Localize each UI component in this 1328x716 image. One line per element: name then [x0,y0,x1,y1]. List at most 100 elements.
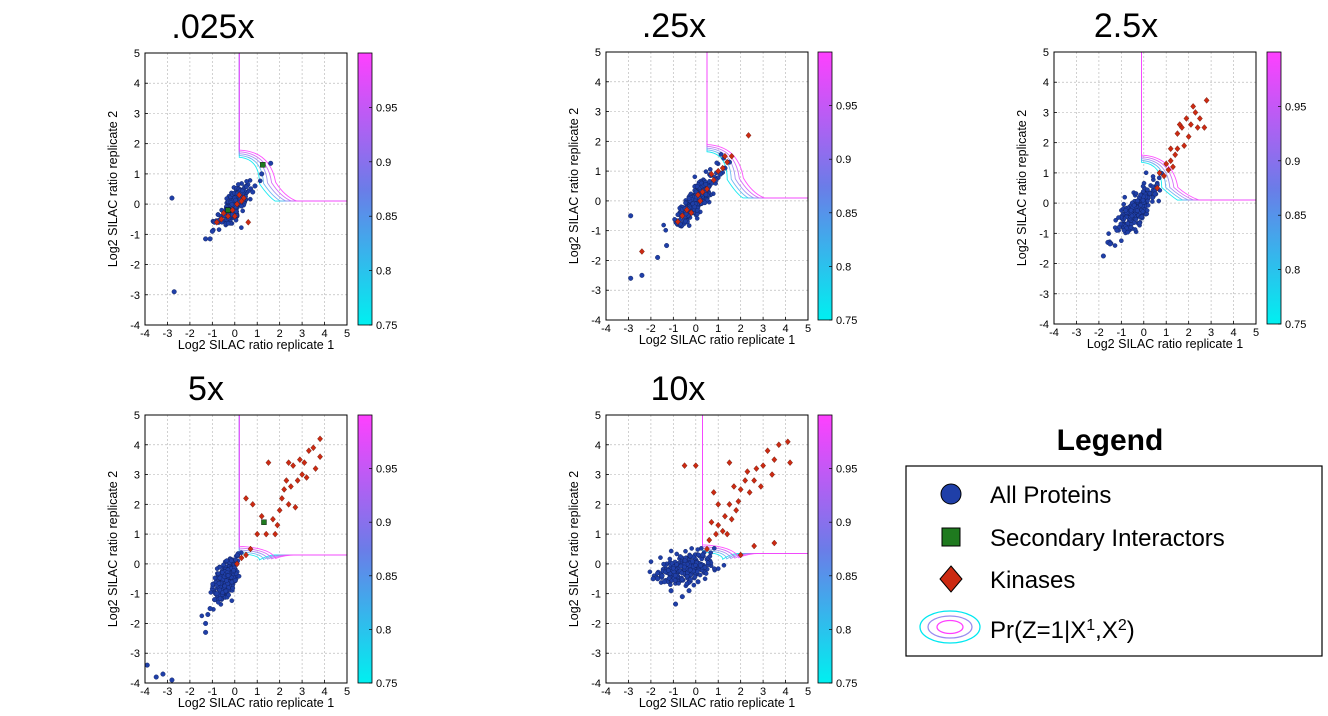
point-protein [239,203,244,209]
plot-frame [1053,51,1257,325]
point-protein [1145,187,1150,193]
point-kinase [247,545,254,553]
contour-line [238,53,347,202]
x-tick-label: 1 [254,686,260,698]
point-protein [1138,192,1143,198]
point-protein [1122,194,1128,200]
colorbar-tick-label: 0.9 [376,157,391,169]
legend-label-all-proteins: All Proteins [990,482,1111,509]
point-protein [239,225,244,230]
point-protein [1114,227,1120,233]
x-tick-label: 4 [321,686,327,698]
point-protein [1131,202,1137,208]
y-tick-label: 2 [595,136,601,148]
contour-line [1141,52,1256,201]
point-protein [661,561,666,567]
point-protein [217,575,223,581]
contour-line [706,52,808,199]
point-kinase [1201,124,1208,131]
x-tick-label: 5 [805,686,811,698]
colorbar [817,51,833,321]
point-kinase [1194,124,1201,131]
x-tick-label: 3 [1208,327,1214,339]
point-kinase [760,462,766,469]
point-kinase [733,506,740,514]
y-tick-label: 1 [134,529,140,541]
point-protein [661,579,667,585]
point-kinase [1161,172,1167,180]
legend-label-probability: Pr(Z=1|X1,X2) [990,617,1135,645]
y-tick-label: -3 [130,290,140,302]
point-kinase [229,206,236,214]
y-tick-label: 1 [595,529,601,541]
point-kinase [724,530,731,538]
colorbar-tick-label: 0.9 [1285,156,1300,168]
point-protein [705,560,711,566]
point-protein [203,620,209,626]
colorbar [1266,51,1282,325]
point-kinase [303,474,310,481]
point-protein [216,227,222,232]
point-protein [221,562,226,568]
point-protein [1150,199,1155,204]
point-kinase [715,167,722,175]
point-protein [1135,208,1140,213]
x-tick-label: 2 [738,686,744,698]
point-kinase [258,512,265,520]
point-protein [668,588,674,594]
x-tick-label: -1 [1116,327,1126,339]
point-kinase [728,152,735,160]
x-tick-label: -2 [185,686,195,698]
point-protein [628,213,634,219]
colorbar-tick-label: 0.8 [1285,265,1300,277]
colorbar-tick-label: 0.9 [376,517,391,529]
point-protein [686,588,692,594]
contour-line [706,52,808,199]
point-protein [679,570,685,576]
panel-title: 2.5x [1094,7,1158,45]
x-tick-label: -4 [601,323,611,335]
point-protein [692,574,698,580]
point-protein [229,598,235,603]
y-tick-label: 2 [134,139,140,151]
point-kinase [753,465,760,472]
colorbar-tick-label: 0.95 [836,464,857,476]
point-protein [1125,229,1131,235]
point-kinase [272,530,279,538]
point-kinase [281,486,288,493]
x-tick-label: -3 [163,686,173,698]
legend-title: Legend [1057,424,1164,457]
x-tick-label: 0 [232,686,238,698]
legend-box [905,465,1323,657]
point-kinase [238,197,245,205]
legend-label-secondary-interactors: Secondary Interactors [990,525,1225,552]
point-protein [1137,220,1142,226]
y-tick-label: 3 [134,470,140,482]
point-protein [688,567,693,573]
x-tick-label: 1 [715,686,721,698]
point-protein [1150,195,1155,200]
y-tick-label: 4 [595,440,601,452]
point-protein [648,559,654,564]
point-protein [683,548,688,554]
x-tick-label: 4 [782,686,788,698]
contour-line [238,415,347,561]
y-tick-label: -2 [130,618,140,630]
point-protein [229,558,234,563]
contour-line [706,52,808,199]
y-tick-label: 5 [1043,47,1049,59]
point-protein [702,200,708,206]
point-protein [203,236,209,242]
point-protein [217,587,222,593]
point-kinase [719,164,726,172]
contour-line [238,53,347,202]
contour-line [1141,52,1256,201]
x-tick-label: 5 [805,323,811,335]
point-kinase [742,477,749,484]
point-protein [655,576,661,582]
y-tick-label: 0 [134,559,140,571]
point-protein [268,160,274,166]
point-kinase [231,212,238,220]
scatter-panel-25x: .25x -4 -3 -2 -1 0 1 2 3 4 5 -4 -3 -2 -1 0 1 2 3 4 5 Log2 SIL… [567,7,857,347]
point-protein [655,570,660,576]
